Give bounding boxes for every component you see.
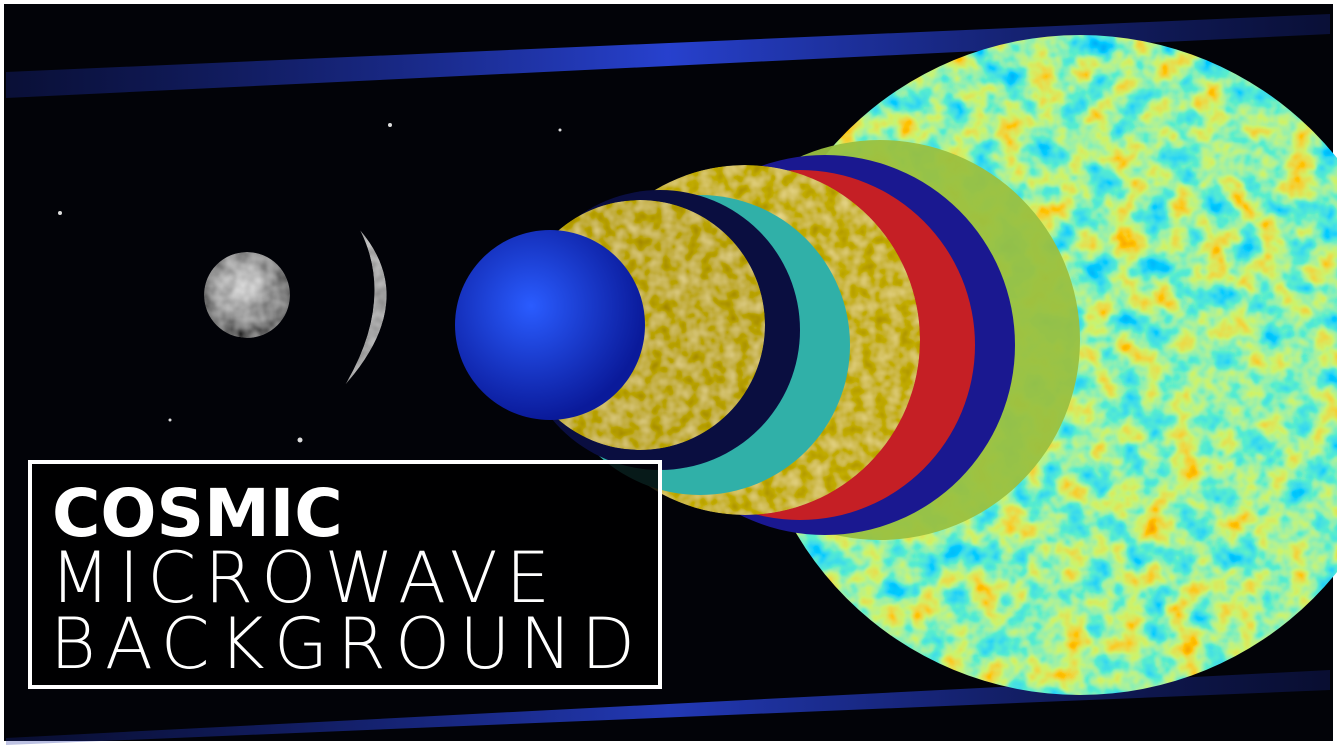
title-line: MICROWAVE (50, 537, 550, 619)
stars (58, 123, 562, 443)
crescent (345, 230, 387, 385)
light-streak-top (6, 14, 1330, 98)
light-streak-bottom (6, 670, 1330, 745)
planet (204, 252, 290, 338)
title-box (28, 460, 662, 689)
title-line: BACKGROUND (50, 603, 635, 685)
blue-sphere (455, 230, 645, 420)
title-line: COSMIC (52, 475, 343, 552)
